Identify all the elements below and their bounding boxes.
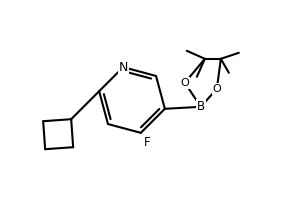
Text: O: O <box>181 78 189 88</box>
Text: B: B <box>197 100 205 113</box>
Text: N: N <box>118 61 128 74</box>
Text: O: O <box>213 84 221 94</box>
Text: F: F <box>144 136 150 149</box>
